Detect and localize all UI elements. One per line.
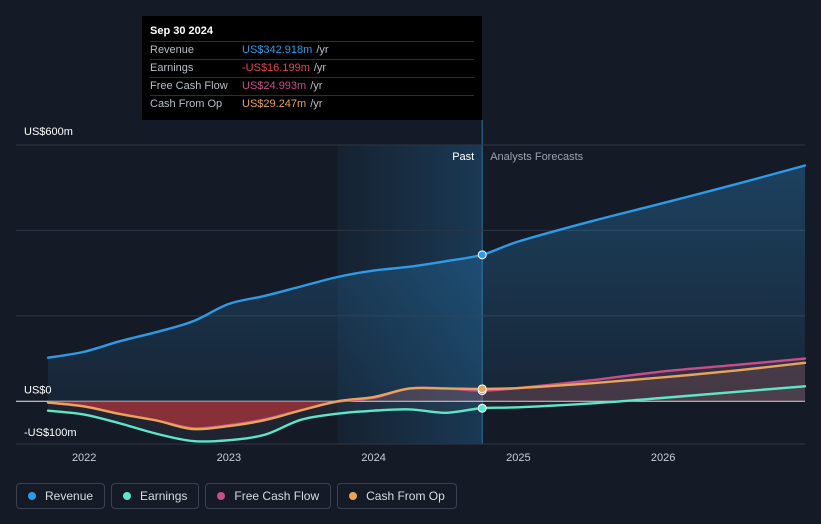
- tooltip-unit: /yr: [310, 80, 323, 92]
- x-tick-label: 2022: [72, 452, 96, 464]
- revenue-line: [46, 164, 807, 359]
- tooltip-row-earnings: Earnings -US$16.199m /yr: [150, 60, 474, 78]
- tooltip-value: US$24.993m: [242, 80, 307, 92]
- revenue-marker: [477, 250, 487, 260]
- tooltip-date: Sep 30 2024: [150, 24, 474, 42]
- tooltip-value: -US$16.199m: [242, 62, 310, 74]
- tooltip-unit: /yr: [316, 44, 329, 56]
- chart-legend: Revenue Earnings Free Cash Flow Cash Fro…: [16, 483, 457, 509]
- legend-item-revenue[interactable]: Revenue: [16, 483, 106, 509]
- legend-label: Cash From Op: [366, 489, 445, 503]
- earnings-line: [46, 385, 807, 443]
- tooltip-label: Cash From Op: [150, 98, 223, 110]
- chart-tooltip: Sep 30 2024 Revenue US$342.918m /yr Earn…: [142, 16, 482, 120]
- x-tick-label: 2026: [651, 452, 675, 464]
- earnings-area: [48, 386, 805, 442]
- tooltip-unit: /yr: [310, 98, 323, 110]
- legend-label: Earnings: [140, 489, 188, 503]
- legend-dot-icon: [28, 492, 36, 500]
- legend-dot-icon: [123, 492, 132, 500]
- legend-dot-icon: [349, 492, 358, 500]
- legend-item-earnings[interactable]: Earnings: [111, 483, 200, 509]
- tooltip-value: US$29.247m: [242, 98, 307, 110]
- forecast-label: Analysts Forecasts: [490, 151, 583, 163]
- tooltip-row-cash-from-op: Cash From Op US$29.247m /yr: [150, 96, 474, 113]
- tooltip-row-free-cash-flow: Free Cash Flow US$24.993m /yr: [150, 78, 474, 96]
- legend-label: Free Cash Flow: [234, 489, 320, 503]
- y-tick-label: US$0: [24, 384, 52, 396]
- legend-item-free-cash-flow[interactable]: Free Cash Flow: [205, 483, 332, 509]
- legend-dot-icon: [217, 492, 226, 500]
- y-tick-label: -US$100m: [24, 427, 77, 439]
- tooltip-unit: /yr: [313, 62, 327, 74]
- legend-item-cash-from-op[interactable]: Cash From Op: [337, 483, 457, 509]
- tooltip-label: Earnings: [150, 62, 194, 74]
- x-tick-label: 2025: [506, 452, 530, 464]
- earnings-marker: [477, 403, 487, 413]
- revenue-area: [48, 165, 805, 402]
- x-tick-label: 2024: [361, 452, 385, 464]
- tooltip-label: Free Cash Flow: [150, 80, 228, 92]
- negative-cash-area: [48, 401, 338, 430]
- past-label: Past: [452, 151, 474, 163]
- y-tick-label: US$600m: [24, 126, 73, 138]
- tooltip-label: Revenue: [150, 44, 195, 56]
- tooltip-value: US$342.918m: [242, 44, 313, 56]
- cash-from-op-marker: [477, 384, 487, 394]
- x-tick-label: 2023: [217, 452, 241, 464]
- tooltip-row-revenue: Revenue US$342.918m /yr: [150, 42, 474, 60]
- legend-label: Revenue: [45, 489, 94, 503]
- cash-from-op-line: [46, 361, 807, 431]
